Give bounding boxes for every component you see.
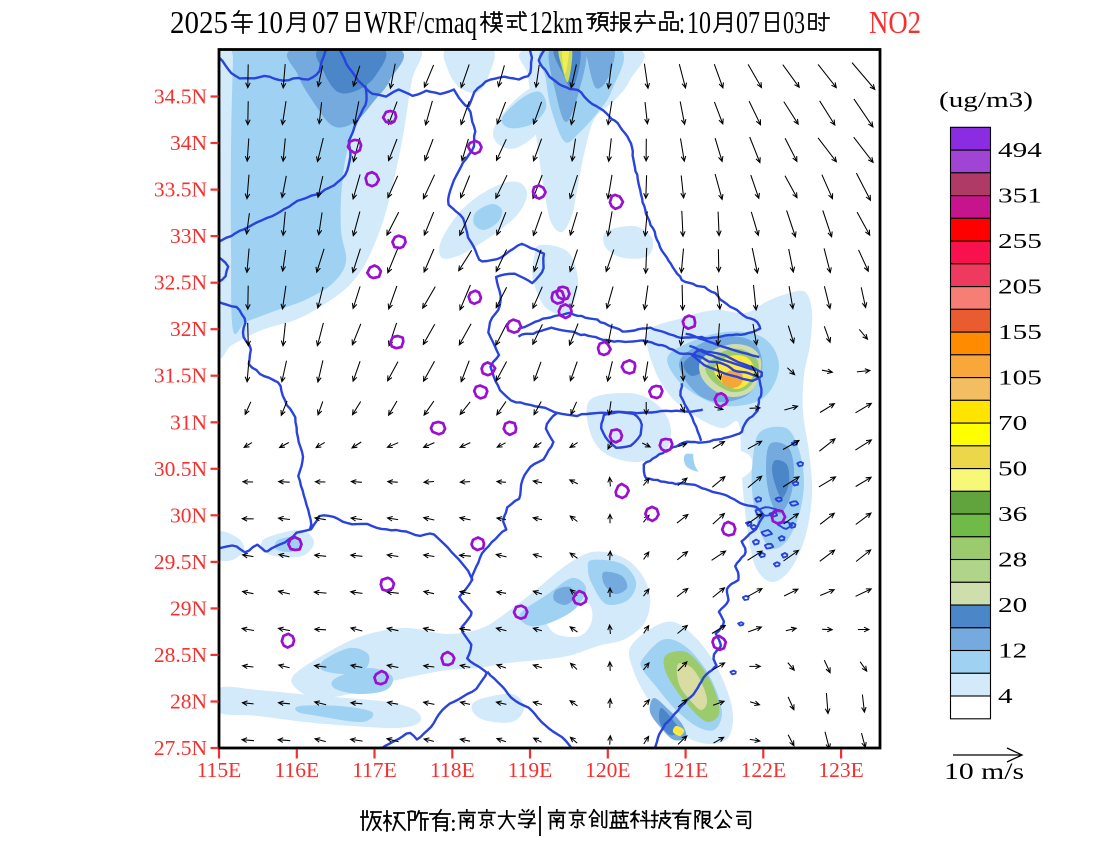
svg-text:32N: 32N [170,317,208,341]
svg-text:30.5N: 30.5N [154,457,208,481]
svg-text:121E: 121E [663,758,708,782]
svg-text:03: 03 [783,4,805,40]
svg-text:31.5N: 31.5N [154,364,208,388]
svg-text:33N: 33N [170,224,208,248]
svg-text:2025: 2025 [170,4,228,40]
svg-text:12km: 12km [529,4,583,40]
svg-text:120E: 120E [585,758,630,782]
svg-text:119E: 119E [508,758,553,782]
svg-text:205: 205 [998,275,1042,299]
svg-text:30N: 30N [170,503,208,527]
svg-text::: : [679,4,685,40]
svg-text:255: 255 [998,229,1042,253]
svg-text:70: 70 [998,411,1027,435]
svg-text:118E: 118E [430,758,475,782]
svg-text:07: 07 [736,4,760,40]
svg-text:351: 351 [998,184,1042,208]
svg-text:29.5N: 29.5N [154,550,208,574]
svg-text:116E: 116E [275,758,320,782]
svg-text:10 m/s: 10 m/s [944,759,1024,784]
svg-text:27.5N: 27.5N [154,736,208,760]
svg-text:12: 12 [998,639,1027,663]
svg-text:122E: 122E [741,758,786,782]
svg-text:123E: 123E [818,758,863,782]
svg-text:33.5N: 33.5N [154,178,208,202]
svg-text:115E: 115E [197,758,242,782]
svg-text:31N: 31N [170,410,208,434]
svg-text:28.5N: 28.5N [154,643,208,667]
svg-text:WRF/cmaq: WRF/cmaq [364,4,477,40]
svg-text:117E: 117E [352,758,397,782]
svg-text:07: 07 [312,4,339,40]
svg-text::: : [450,811,457,837]
svg-text:36: 36 [998,502,1028,526]
svg-text:50: 50 [998,457,1027,481]
svg-text:32.5N: 32.5N [154,271,208,295]
svg-text:10: 10 [256,4,283,40]
svg-text:NO2: NO2 [869,4,921,40]
svg-text:494: 494 [998,138,1042,162]
svg-text:28: 28 [998,548,1027,572]
svg-text:28N: 28N [170,690,208,714]
svg-text:(ug/m3): (ug/m3) [939,87,1033,112]
svg-text:29N: 29N [170,596,208,620]
svg-text:105: 105 [998,366,1042,390]
svg-text:34.5N: 34.5N [154,85,208,109]
svg-text:4: 4 [998,684,1013,708]
svg-text:20: 20 [998,593,1027,617]
svg-text:10: 10 [687,4,711,40]
svg-text:155: 155 [998,320,1042,344]
svg-text:34N: 34N [170,131,208,155]
